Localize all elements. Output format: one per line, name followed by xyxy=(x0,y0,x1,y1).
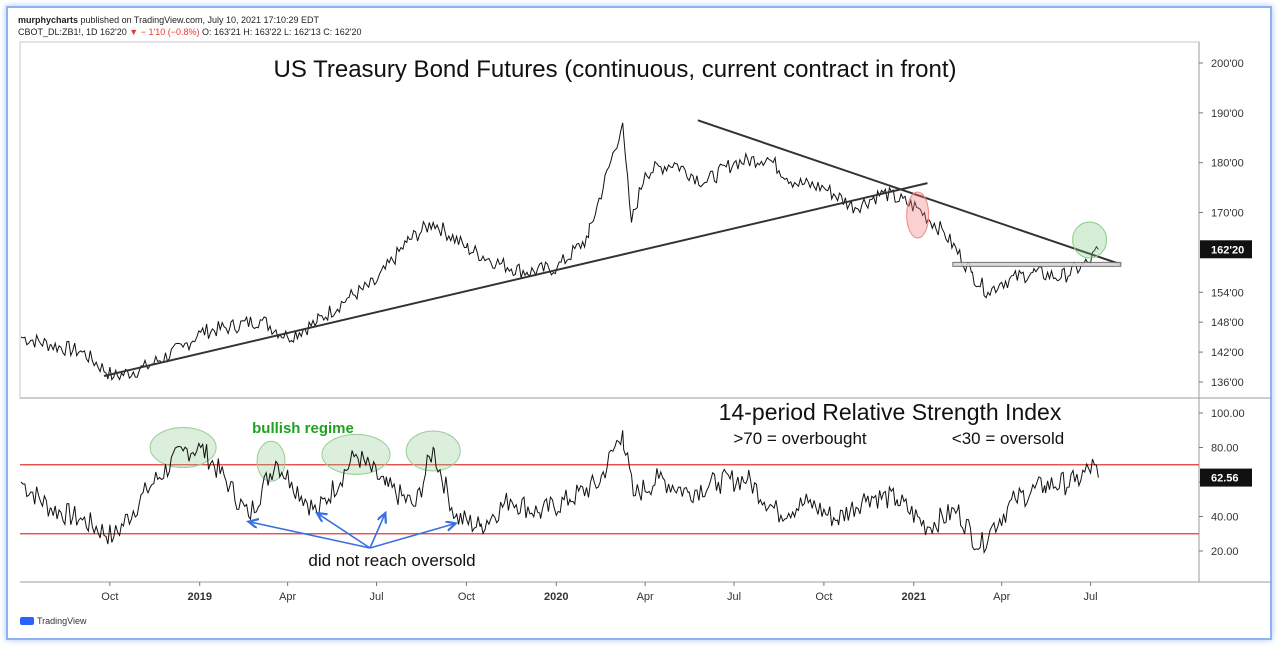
ohlc-values: O: 163'21 H: 163'22 L: 162'13 C: 162'20 xyxy=(202,27,362,37)
price-tick-label: 136'00 xyxy=(1211,377,1244,389)
oversold-arrow xyxy=(369,513,385,549)
symbol-info: CBOT_DL:ZB1!, 1D 162'20 xyxy=(18,27,127,37)
breakdown-highlight xyxy=(906,191,930,239)
bullish-regime-highlight xyxy=(149,427,217,468)
last-rsi-badge xyxy=(1200,468,1252,487)
last-price-badge xyxy=(1200,240,1252,259)
time-tick-label: Jul xyxy=(1084,591,1098,603)
price-tick-label: 200'00 xyxy=(1211,58,1244,70)
price-tick-label: 142'00 xyxy=(1211,347,1244,359)
rsi-chart-title: 14-period Relative Strength Index xyxy=(719,399,1062,425)
price-tick-label: 148'00 xyxy=(1211,317,1244,329)
rsi-panel xyxy=(20,427,1199,555)
price-chart-title: US Treasury Bond Futures (continuous, cu… xyxy=(274,56,957,83)
price-series-line xyxy=(20,122,1099,381)
oversold-arrow xyxy=(317,513,371,549)
time-tick-label: Jul xyxy=(727,591,741,603)
time-tick-label: Jul xyxy=(370,591,384,603)
rising-trendline xyxy=(103,182,928,377)
oversold-arrow xyxy=(249,522,371,549)
symbol-line: CBOT_DL:ZB1!, 1D 162'20 ▼ − 1'10 (−0.8%)… xyxy=(18,27,362,37)
rsi-overbought-note: >70 = overbought xyxy=(733,429,867,448)
rsi-oversold-note: <30 = oversold xyxy=(952,429,1064,448)
bullish-regime-highlight xyxy=(256,440,286,482)
rsi-series-line xyxy=(20,430,1099,555)
price-tick-label: 190'00 xyxy=(1211,108,1244,120)
time-tick-label: Oct xyxy=(101,591,118,603)
last-price-label: 162'20 xyxy=(1211,244,1244,256)
time-tick-label: Apr xyxy=(279,591,296,603)
time-tick-label: 2021 xyxy=(902,591,926,603)
time-tick-label: 2019 xyxy=(187,591,211,603)
price-panel-frame xyxy=(19,41,1200,399)
time-tick-label: Oct xyxy=(815,591,832,603)
did-not-reach-oversold-label: did not reach oversold xyxy=(308,551,475,570)
falling-trendline xyxy=(697,119,1122,266)
price-tick-label: 170'00 xyxy=(1211,208,1244,220)
publisher-name[interactable]: murphycharts xyxy=(18,15,79,25)
price-tick-label: 154'00 xyxy=(1211,287,1244,299)
time-tick-label: Oct xyxy=(458,591,475,603)
rsi-tick-label: 80.00 xyxy=(1211,443,1239,455)
support-zone xyxy=(952,261,1122,267)
publisher-line: murphycharts published on TradingView.co… xyxy=(18,15,319,25)
time-tick-label: Apr xyxy=(993,591,1010,603)
bullish-regime-label: bullish regime xyxy=(252,420,354,437)
rsi-tick-label: 100.00 xyxy=(1211,408,1245,420)
breakout-highlight xyxy=(1072,221,1108,259)
tradingview-logo-icon xyxy=(20,617,34,625)
price-change: − 1'10 (−0.8%) xyxy=(140,27,200,37)
price-panel xyxy=(20,119,1122,381)
rsi-tick-label: 20.00 xyxy=(1211,546,1239,558)
price-tick-label: 180'00 xyxy=(1211,158,1244,170)
last-rsi-label: 62.56 xyxy=(1211,473,1239,485)
down-arrow-icon: ▼ xyxy=(129,27,139,37)
tradingview-brand: TradingView xyxy=(37,616,87,626)
rsi-tick-label: 40.00 xyxy=(1211,512,1239,524)
time-tick-label: 2020 xyxy=(544,591,568,603)
tradingview-footer[interactable]: TradingView xyxy=(20,616,87,626)
oversold-arrow xyxy=(369,523,456,549)
time-tick-label: Apr xyxy=(637,591,654,603)
published-text: published on TradingView.com, July 10, 2… xyxy=(80,15,320,25)
